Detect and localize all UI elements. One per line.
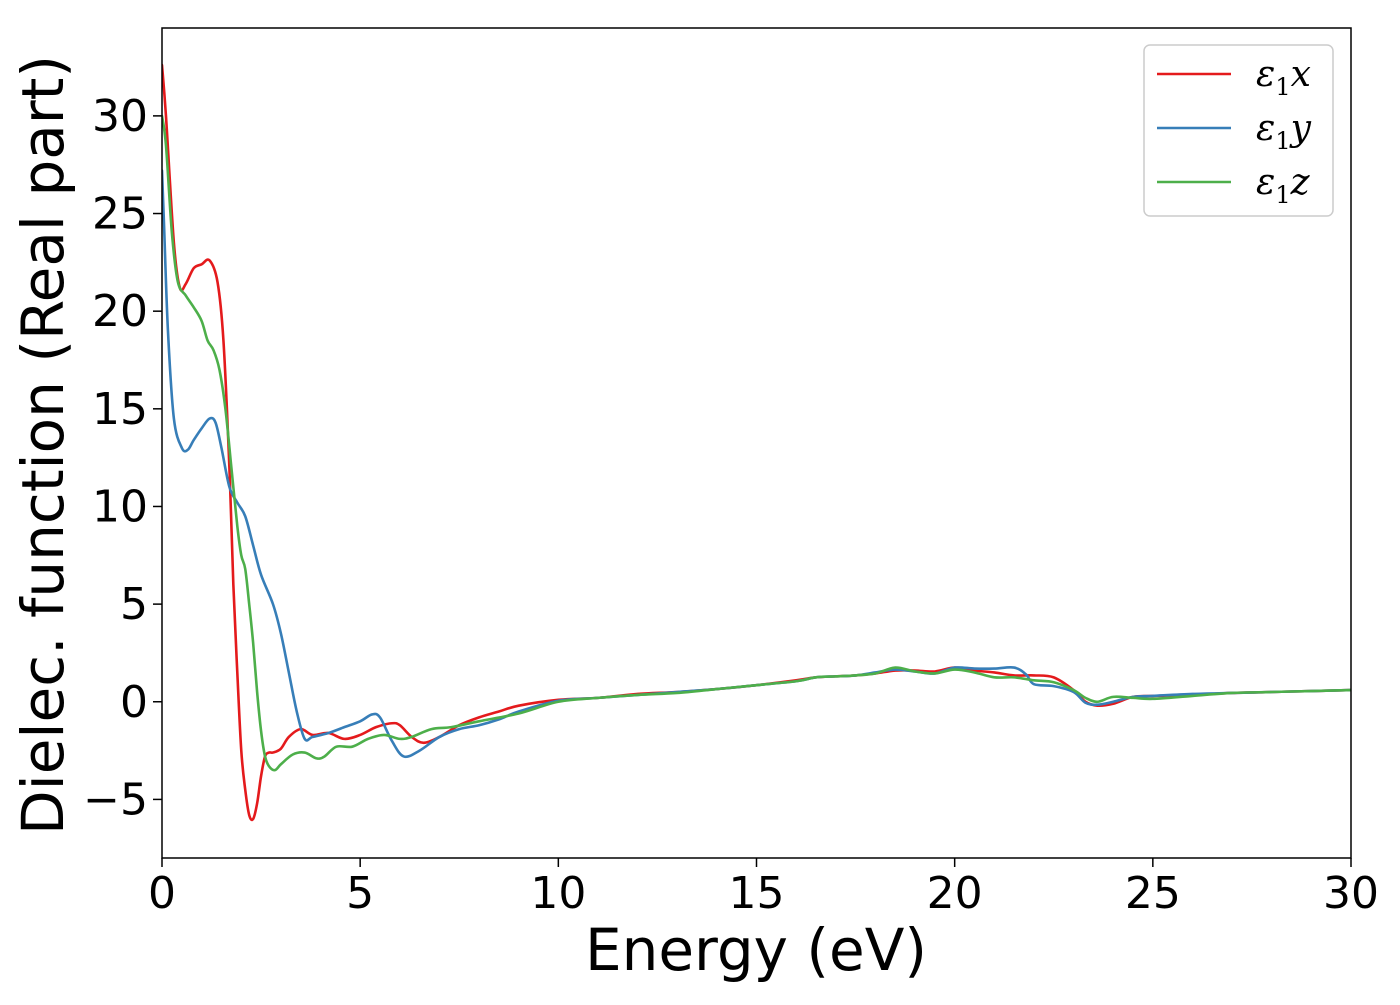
legend-subscript: 1 — [1275, 181, 1290, 209]
x-axis-label: Energy (eV) — [585, 916, 927, 984]
y-tick-label: 20 — [92, 286, 148, 337]
x-tick-label: 10 — [530, 868, 586, 919]
legend-variable: x — [1291, 54, 1311, 95]
legend-subscript: 1 — [1275, 127, 1290, 155]
y-tick-label: 30 — [92, 91, 148, 142]
legend-label-x: ε1x — [1256, 54, 1311, 101]
y-tick-label: 25 — [92, 189, 148, 240]
x-tick-label: 5 — [346, 868, 374, 919]
y-tick-label: 10 — [92, 481, 148, 532]
x-tick-label: 30 — [1323, 868, 1379, 919]
legend-frame — [1143, 44, 1334, 217]
y-tick-label: 15 — [92, 384, 148, 435]
legend-label-z: ε1z — [1256, 162, 1311, 209]
legend-label-y: ε1y — [1256, 108, 1312, 155]
legend-variable: z — [1290, 162, 1311, 203]
y-axis-label: Dielec. function (Real part) — [9, 55, 77, 835]
series-layer — [162, 63, 1351, 822]
legend-subscript: 1 — [1275, 73, 1290, 101]
series-line-z — [162, 114, 1351, 772]
x-tick-label: 25 — [1125, 868, 1181, 919]
legend-symbol: ε — [1256, 54, 1275, 95]
series-line-y — [162, 169, 1351, 759]
x-tick-label: 0 — [148, 868, 176, 919]
x-tick-label: 20 — [927, 868, 983, 919]
y-tick-label: −5 — [83, 774, 148, 825]
x-tick-label: 15 — [729, 868, 785, 919]
legend-symbol: ε — [1256, 108, 1275, 149]
y-axis: −5 0 5 10 15 20 25 30 — [83, 91, 162, 825]
y-tick-label: 0 — [120, 677, 148, 728]
x-axis: 0 5 10 15 20 25 30 — [148, 858, 1379, 919]
legend-variable: y — [1289, 108, 1312, 149]
y-tick-label: 5 — [120, 579, 148, 630]
legend-symbol: ε — [1256, 162, 1275, 203]
